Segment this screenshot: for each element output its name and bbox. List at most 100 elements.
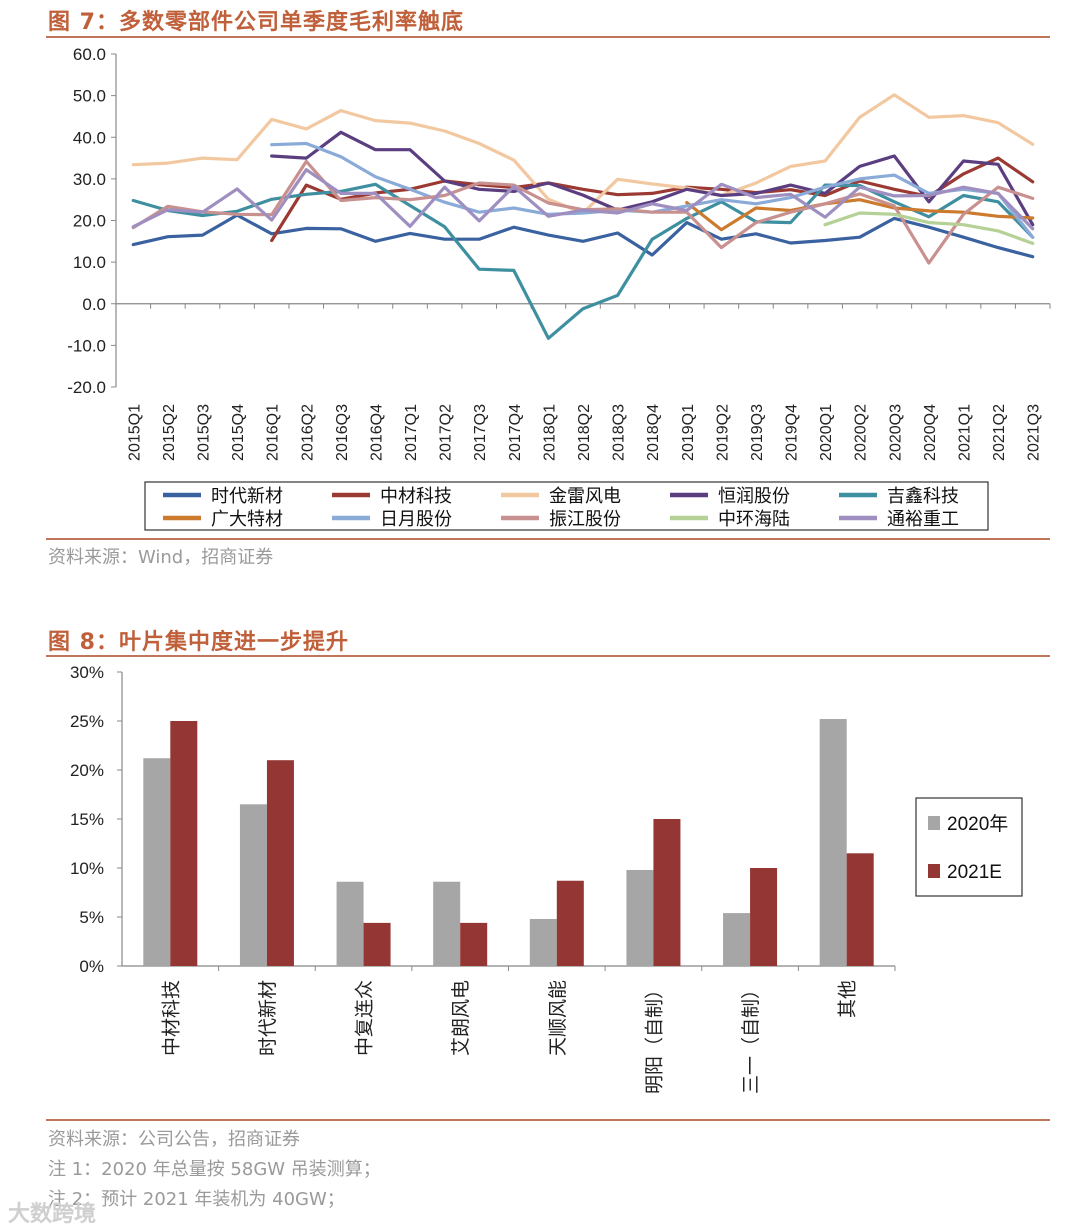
x-tick-label: 2018Q1 [541, 404, 558, 461]
legend-label: 2021E [947, 862, 1002, 883]
bar [750, 868, 778, 966]
legend-label: 吉鑫科技 [887, 486, 959, 506]
x-tick-label: 2017Q2 [438, 404, 455, 461]
x-tick-label: 2018Q4 [645, 404, 662, 461]
watermark: 大数跨境 [8, 1202, 97, 1227]
y-tick-label: 0% [79, 957, 104, 976]
x-tick-label: 2018Q2 [576, 404, 593, 461]
bar [846, 853, 874, 966]
y-tick-label: 20% [70, 761, 104, 780]
legend-label: 金雷风电 [549, 486, 621, 506]
x-tick-label: 2019Q4 [784, 404, 801, 461]
bar [336, 881, 364, 966]
legend-swatch [928, 816, 940, 830]
y-tick-label: 40.0 [73, 128, 106, 147]
bar [529, 918, 557, 966]
legend-label: 中环海陆 [718, 509, 790, 529]
x-category-label: 中复连众 [354, 980, 376, 1056]
series-line [131, 213, 1035, 259]
x-tick-label: 2018Q3 [611, 404, 628, 461]
series-line [270, 156, 1035, 243]
x-tick-label: 2020Q4 [922, 404, 939, 461]
x-category-label: 天顺风能 [547, 980, 569, 1056]
x-tick-label: 2016Q2 [299, 404, 316, 461]
bar [239, 804, 267, 966]
bar [819, 719, 847, 966]
legend-label: 时代新材 [211, 486, 283, 506]
bar [653, 819, 681, 966]
x-tick-label: 2015Q2 [161, 404, 178, 461]
legend-label: 恒润股份 [718, 486, 790, 506]
x-category-label: 时代新材 [257, 980, 279, 1056]
x-tick-label: 2016Q4 [368, 404, 385, 461]
x-category-label: 明阳（自制） [643, 980, 665, 1094]
y-tick-label: 25% [70, 712, 104, 731]
legend-label: 日月股份 [380, 509, 452, 529]
x-tick-label: 2021Q2 [991, 404, 1008, 461]
y-tick-label: 10% [70, 859, 104, 878]
x-tick-label: 2021Q1 [957, 404, 974, 461]
x-tick-label: 2021Q3 [1026, 404, 1043, 461]
figure-8-bottom-rule [46, 1119, 1050, 1121]
y-tick-label: 60.0 [73, 45, 106, 64]
series-line [685, 198, 1035, 232]
y-tick-label: 10.0 [73, 253, 106, 272]
x-tick-label: 2020Q3 [887, 404, 904, 461]
y-tick-label: 30% [70, 663, 104, 682]
legend-swatch [928, 864, 940, 878]
x-tick-label: 2017Q1 [403, 404, 420, 461]
bar [143, 758, 171, 966]
legend-label: 广大特材 [211, 509, 283, 529]
x-category-label: 其他 [837, 980, 859, 1018]
y-tick-label: -20.0 [67, 378, 106, 397]
x-tick-label: 2016Q3 [334, 404, 351, 461]
y-tick-label: 30.0 [73, 170, 106, 189]
x-tick-label: 2015Q3 [195, 404, 212, 461]
x-category-label: 中材科技 [160, 980, 182, 1056]
legend-label: 2020年 [947, 813, 1008, 835]
bar [266, 760, 294, 966]
legend-box [144, 481, 989, 531]
figure-7-top-rule [46, 36, 1050, 38]
x-tick-label: 2016Q1 [265, 404, 282, 461]
x-tick-label: 2019Q3 [749, 404, 766, 461]
x-category-label: 艾朗风电 [450, 980, 472, 1056]
legend-label: 中材科技 [380, 486, 452, 506]
legend-label: 通裕重工 [887, 509, 959, 529]
figure-7-bottom-rule [46, 538, 1050, 540]
line-chart: 60.0 50.0 40.0 30.0 20.0 10.0 0.0 -10.0 -20.0 201… [67, 45, 1051, 531]
series-line [823, 211, 1035, 245]
y-tick-label: 0.0 [82, 295, 106, 314]
bar [170, 721, 198, 966]
figure-7-title: 图 7：多数零部件公司单季度毛利率触底 [48, 10, 464, 35]
bar-chart: 30% 25% 20% 15% 10% 5% 0% 中材科技 时代新材 中复连众 艾朗风电 天顺风能 明… [70, 663, 1023, 1094]
bar [363, 922, 391, 966]
x-tick-label: 2015Q4 [230, 404, 247, 461]
x-tick-label: 2017Q3 [472, 404, 489, 461]
y-tick-label: 5% [79, 908, 104, 927]
x-tick-label: 2020Q2 [853, 404, 870, 461]
y-tick-label: 20.0 [73, 212, 106, 231]
legend-label: 振江股份 [549, 509, 621, 529]
figure-8-top-rule [46, 655, 1050, 657]
figure-7-source: 资料来源：Wind，招商证券 [48, 547, 274, 568]
x-tick-label: 2019Q1 [680, 404, 697, 461]
series-line [270, 130, 1035, 227]
bar [460, 922, 488, 966]
x-category-label: 三一（自制） [740, 980, 762, 1094]
x-tick-label: 2020Q1 [818, 404, 835, 461]
legend-box [915, 797, 1023, 897]
y-tick-label: 15% [70, 810, 104, 829]
bar [433, 881, 461, 966]
series-line [131, 168, 1035, 231]
bar [626, 869, 654, 966]
y-tick-label: -10.0 [67, 336, 106, 355]
bar [556, 880, 584, 966]
y-tick-label: 50.0 [73, 87, 106, 106]
figure-8-note-2: 注 2：预计 2021 年装机为 40GW； [48, 1189, 345, 1210]
x-tick-label: 2019Q2 [714, 404, 731, 461]
x-tick-label: 2015Q1 [126, 404, 143, 461]
figure-8-title: 图 8：叶片集中度进一步提升 [48, 630, 349, 655]
x-tick-label: 2017Q4 [507, 404, 524, 461]
figure-8-source: 资料来源：公司公告，招商证券 [48, 1129, 300, 1150]
